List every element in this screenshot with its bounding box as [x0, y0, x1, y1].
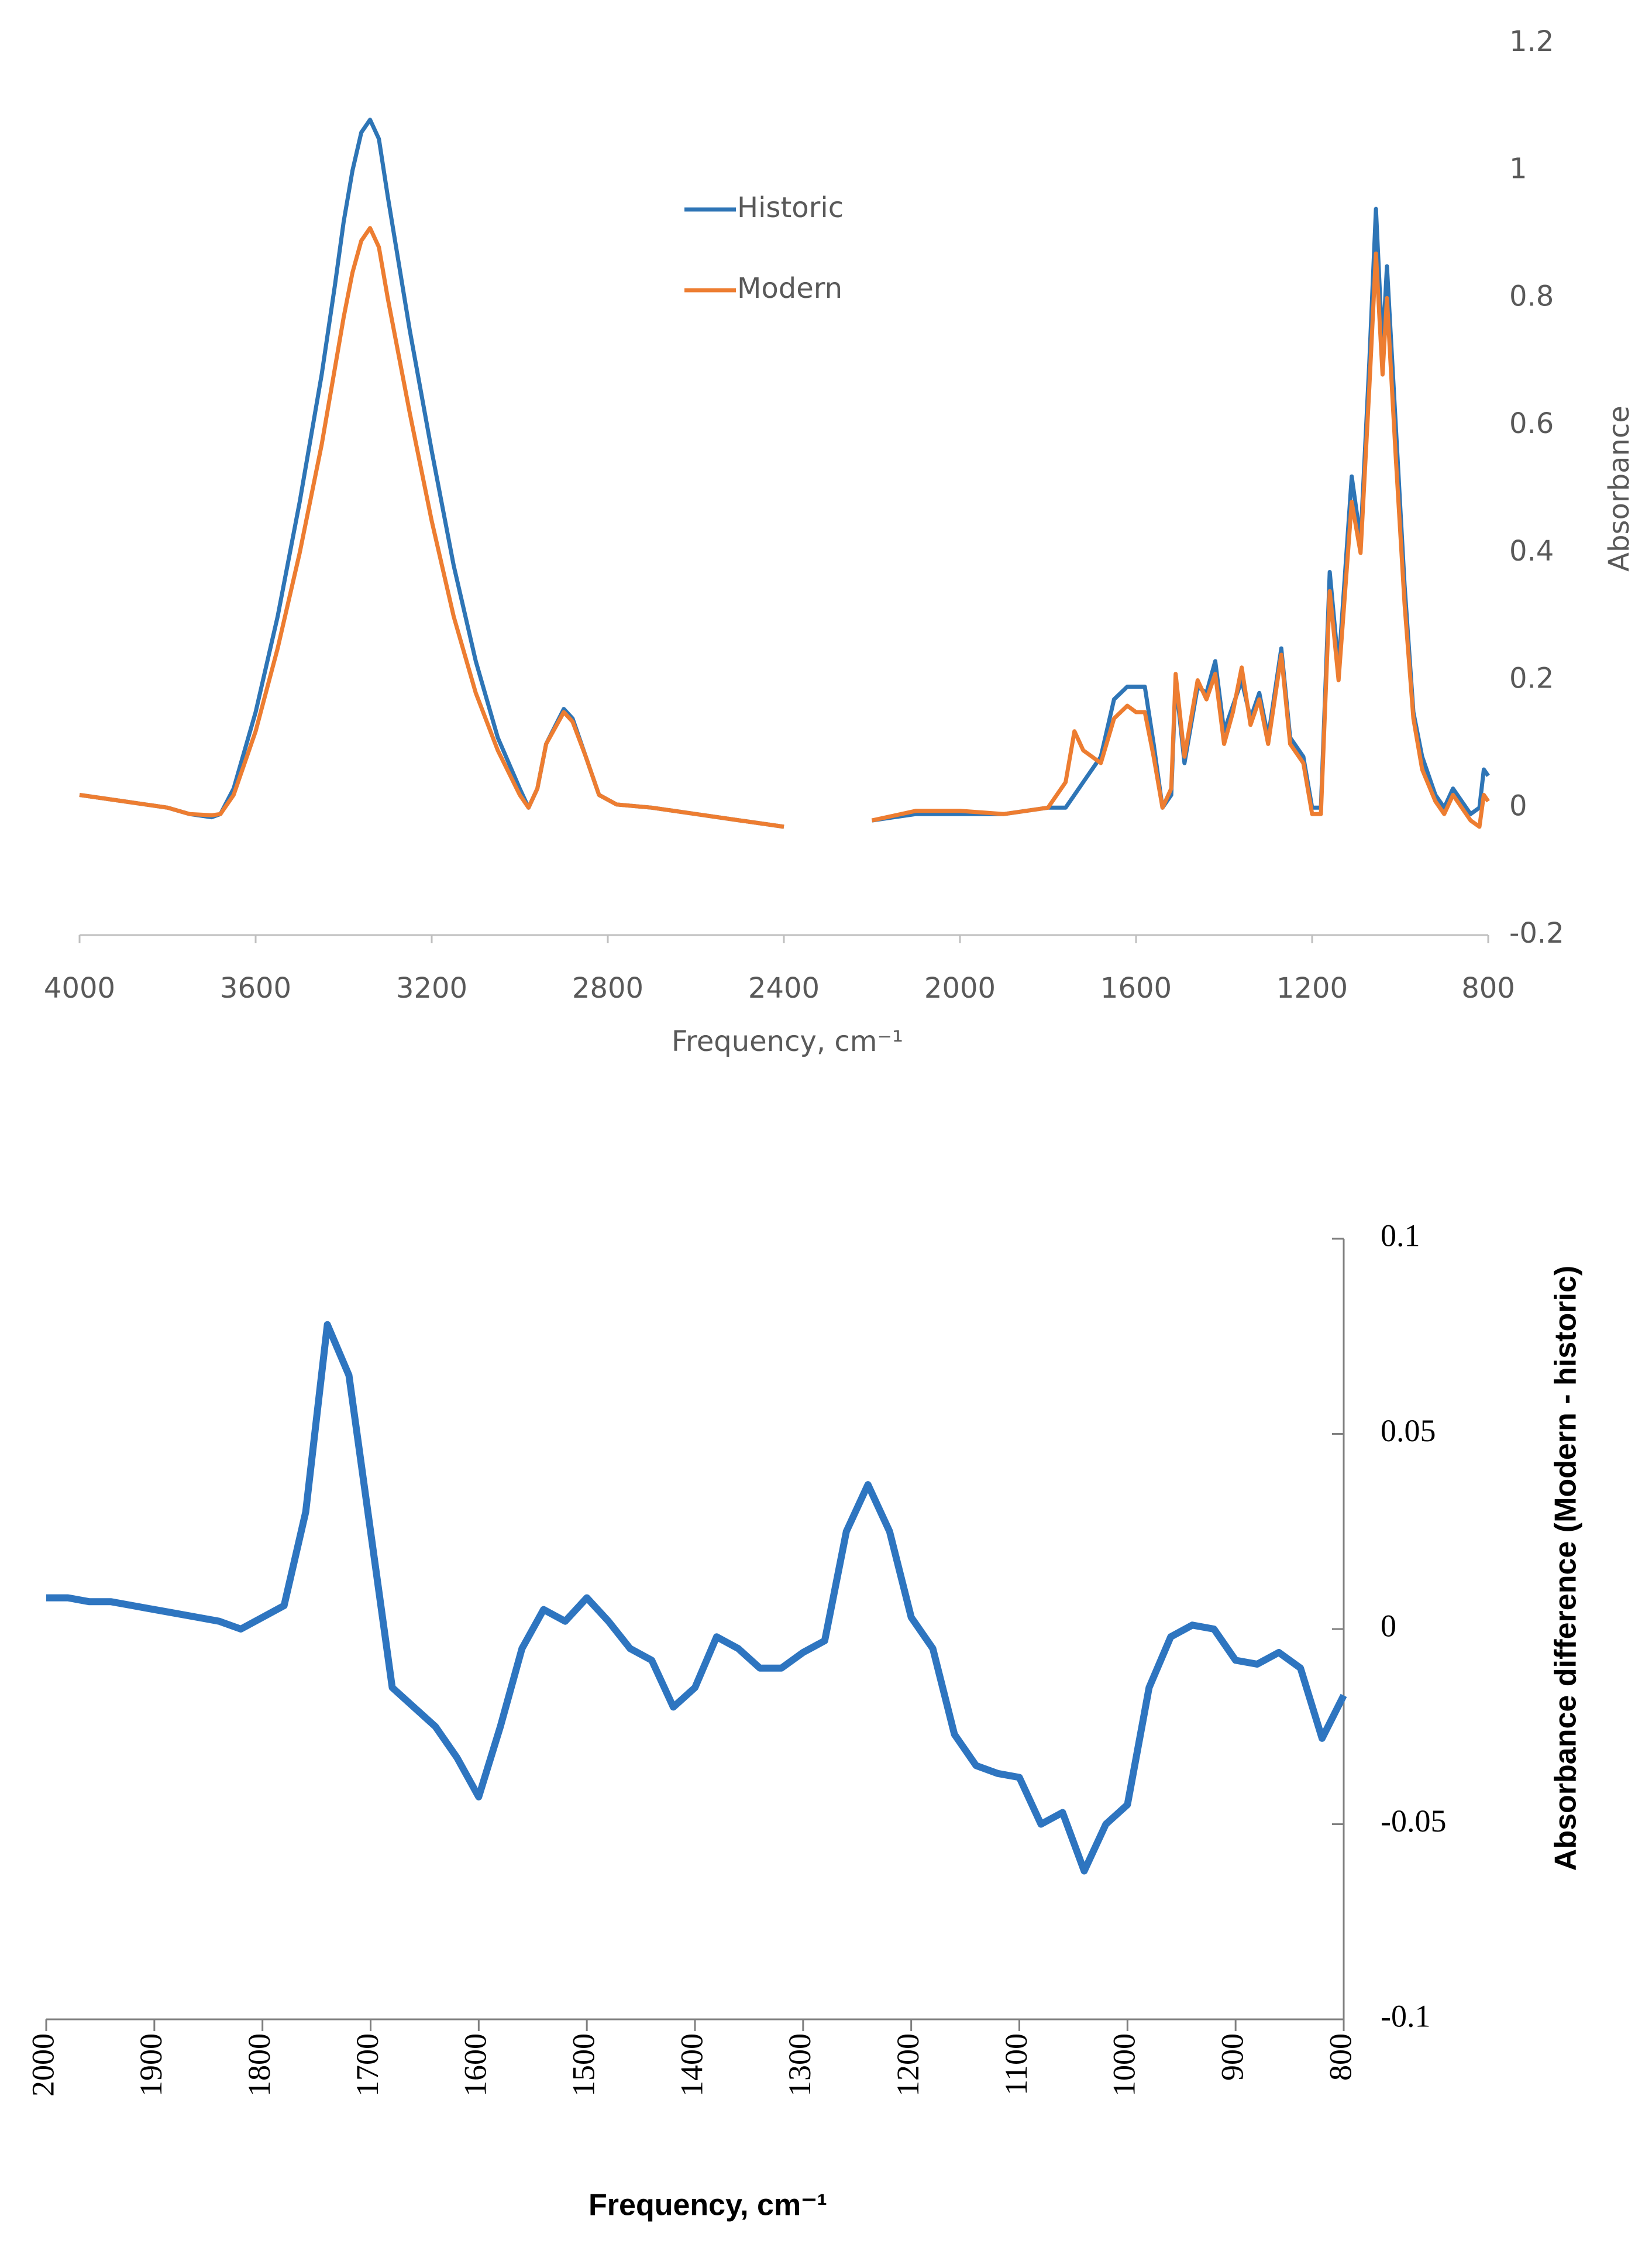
x-tick-label: 1300	[782, 2033, 817, 2097]
x-tick-label: 2000	[25, 2033, 60, 2097]
x-tick-label: 1000	[1107, 2033, 1142, 2097]
x-axis-title: Frequency, cm⁻¹	[588, 2188, 827, 2222]
x-tick-label: 1600	[458, 2033, 493, 2097]
x-tick-label: 900	[1215, 2033, 1250, 2081]
series-line	[46, 1321, 1347, 1875]
x-tick-label: 4000	[44, 972, 115, 1005]
difference-chart: Frequency, cm⁻¹ Absorbance difference (M…	[25, 1218, 1582, 2222]
absorbance-chart: Frequency, cm⁻¹ Absorbance 4000 3600 3200 2…	[44, 25, 1636, 1058]
y-tick-label: -0.2	[1509, 917, 1564, 950]
y-tick-label: 0	[1509, 789, 1527, 822]
x-tick-label: 3600	[220, 972, 291, 1005]
y-tick-label: 1.2	[1509, 25, 1554, 58]
y-tick-label: 0.4	[1509, 535, 1554, 568]
x-tick-label: 800	[1323, 2033, 1358, 2081]
x-tick-label: 800	[1461, 972, 1515, 1005]
x-tick-label: 2800	[572, 972, 643, 1005]
y-tick-label: 0	[1381, 1608, 1396, 1643]
x-tick-label: 1700	[350, 2033, 385, 2097]
series-line	[79, 226, 1490, 829]
y-tick-label: 0.8	[1509, 280, 1554, 312]
y-tick-label: -0.05	[1381, 1803, 1446, 1839]
legend-label: Historic	[737, 191, 844, 224]
x-tick-label: 1400	[674, 2033, 709, 2097]
x-tick-label: 1500	[566, 2033, 601, 2097]
y-tick-label: 0.1	[1381, 1218, 1420, 1253]
x-tick-label: 1900	[133, 2033, 168, 2097]
x-tick-label: 2400	[748, 972, 820, 1005]
y-tick-label: 0.05	[1381, 1413, 1436, 1448]
x-axis-title: Frequency, cm⁻¹	[672, 1025, 903, 1058]
legend-label: Modern	[737, 272, 842, 305]
x-tick-label: 1100	[999, 2033, 1034, 2095]
y-tick-label: 0.2	[1509, 662, 1554, 695]
y-tick-label: 0.6	[1509, 407, 1554, 440]
y-tick-label: -0.1	[1381, 1998, 1430, 2033]
x-tick-label: 1600	[1100, 972, 1172, 1005]
series-line	[79, 118, 1490, 829]
y-axis-title: Absorbance	[1603, 406, 1636, 572]
y-axis-title: Absorbance difference (Modern - historic…	[1549, 1266, 1583, 1871]
y-tick-label: 1	[1509, 153, 1527, 185]
x-tick-label: 1200	[1276, 972, 1348, 1005]
x-tick-label: 1800	[242, 2033, 277, 2097]
x-tick-label: 1200	[890, 2033, 925, 2097]
x-tick-label: 3200	[396, 972, 467, 1005]
x-tick-label: 2000	[924, 972, 996, 1005]
